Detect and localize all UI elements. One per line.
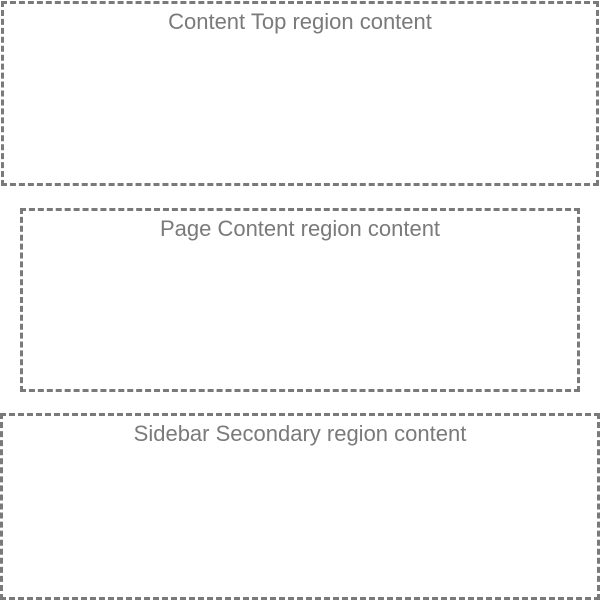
content-top-region-label: Content Top region content: [168, 9, 432, 34]
page-content-region-label: Page Content region content: [159, 216, 441, 241]
sidebar-secondary-region-label: Sidebar Secondary region content: [133, 421, 467, 446]
page-content-region: Page Content region content: [20, 208, 580, 392]
content-top-region: Content Top region content: [1, 1, 599, 186]
sidebar-secondary-region: Sidebar Secondary region content: [0, 413, 600, 600]
